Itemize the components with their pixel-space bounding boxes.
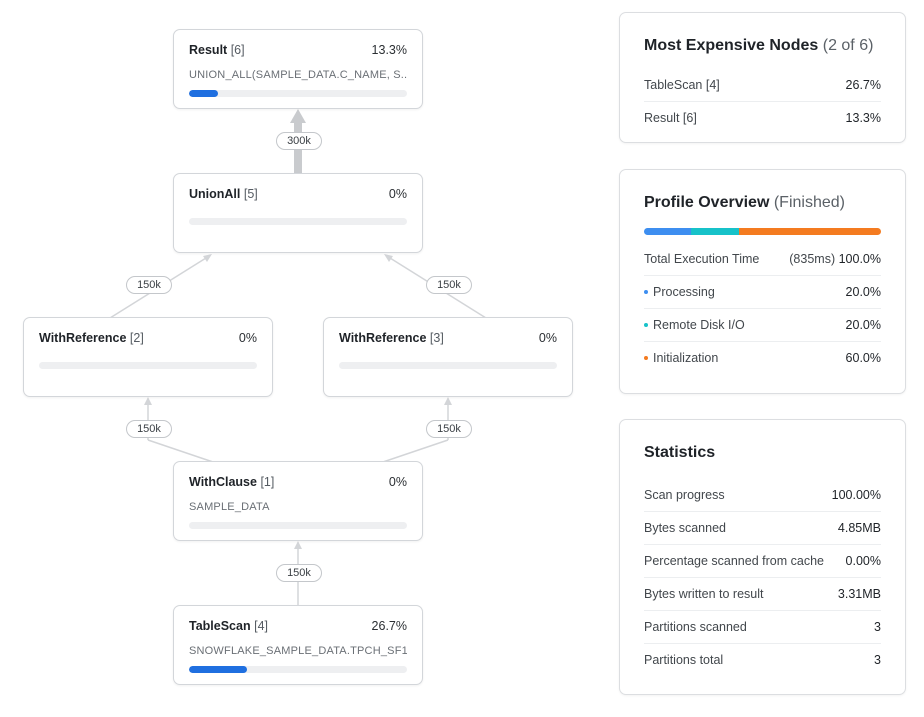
statistics-list: Scan progress 100.00% Bytes scanned 4.85…: [644, 479, 881, 676]
row-label: Result [6]: [644, 111, 697, 125]
node-result[interactable]: Result [6] 13.3% UNION_ALL(SAMPLE_DATA.C…: [173, 29, 423, 109]
breakdown-segment: [644, 228, 692, 235]
row-value: 26.7%: [845, 78, 881, 92]
row-value: 3: [874, 620, 881, 634]
node-table-scan[interactable]: TableScan [4] 26.7% SNOWFLAKE_SAMPLE_DAT…: [173, 605, 423, 685]
node-percentage: 0%: [538, 331, 557, 345]
overview-row-initialization: Initialization 60.0%: [644, 342, 881, 374]
stat-row-bytes-scanned: Bytes scanned 4.85MB: [644, 512, 881, 545]
legend-dot-icon: [644, 355, 648, 360]
query-profile-graph[interactable]: Result [6] 13.3% UNION_ALL(SAMPLE_DATA.C…: [0, 0, 600, 717]
stat-row-percentage-from-cache: Percentage scanned from cache 0.00%: [644, 545, 881, 578]
panel-title: Most Expensive Nodes (2 of 6): [644, 37, 874, 54]
row-value: 4.85MB: [837, 521, 881, 535]
node-percentage: 13.3%: [371, 43, 407, 57]
node-title: WithReference [2]: [39, 331, 144, 345]
expensive-nodes-list: TableScan [4] 26.7% Result [6] 13.3%: [644, 69, 881, 134]
edge-arrowhead: [144, 397, 152, 405]
node-percentage: 26.7%: [371, 619, 407, 633]
row-label: Remote Disk I/O: [644, 318, 745, 332]
node-detail: SNOWFLAKE_SAMPLE_DATA.TPCH_SF1...: [189, 645, 407, 657]
node-progress-bar: [39, 362, 257, 369]
node-union-all[interactable]: UnionAll [5] 0%: [173, 173, 423, 253]
node-title: WithClause [1]: [189, 475, 275, 489]
stat-row-scan-progress: Scan progress 100.00%: [644, 479, 881, 512]
overview-row-processing: Processing 20.0%: [644, 276, 881, 309]
node-detail: UNION_ALL(SAMPLE_DATA.C_NAME, S...: [189, 69, 407, 81]
row-value: 3.31MB: [837, 587, 881, 601]
edge-row-count-label: 150k: [426, 420, 472, 438]
panel-title: Statistics: [644, 444, 716, 461]
node-progress-bar: [189, 666, 407, 673]
row-value: 20.0%: [845, 318, 881, 332]
node-detail: SAMPLE_DATA: [189, 501, 270, 513]
total-execution-time-row: Total Execution Time (835ms) 100.0%: [644, 243, 881, 276]
row-label: Scan progress: [644, 488, 725, 502]
row-value: (835ms) 100.0%: [789, 252, 881, 266]
stat-row-bytes-written: Bytes written to result 3.31MB: [644, 578, 881, 611]
node-with-clause[interactable]: WithClause [1] 0% SAMPLE_DATA: [173, 461, 423, 541]
stat-row-partitions-total: Partitions total 3: [644, 644, 881, 676]
edge-arrowhead: [444, 397, 452, 405]
row-label: Processing: [644, 285, 715, 299]
node-progress-bar: [339, 362, 557, 369]
row-label: Total Execution Time: [644, 252, 760, 266]
edge-row-count-label: 300k: [276, 132, 322, 150]
edge-clause-to-ref3-a: [382, 439, 449, 463]
node-title: WithReference [3]: [339, 331, 444, 345]
edge-row-count-label: 150k: [426, 276, 472, 294]
edge-arrowhead: [384, 254, 393, 262]
breakdown-segment: [691, 228, 739, 235]
row-value: 13.3%: [845, 111, 881, 125]
statistics-panel: Statistics Scan progress 100.00% Bytes s…: [619, 419, 906, 695]
edge-row-count-label: 150k: [276, 564, 322, 582]
most-expensive-nodes-panel: Most Expensive Nodes (2 of 6) TableScan …: [619, 12, 906, 143]
legend-dot-icon: [644, 322, 648, 327]
edge-clause-to-ref2-a: [147, 439, 214, 463]
legend-dot-icon: [644, 289, 648, 294]
edge-arrowhead: [203, 254, 212, 262]
edge-row-count-label: 150k: [126, 420, 172, 438]
panel-title: Profile Overview (Finished): [644, 194, 845, 211]
node-title: TableScan [4]: [189, 619, 268, 633]
node-progress-fill: [189, 666, 248, 673]
node-title: Result [6]: [189, 43, 245, 57]
profile-overview-panel: Profile Overview (Finished) Total Execut…: [619, 169, 906, 394]
row-label: Bytes written to result: [644, 587, 764, 601]
edge-row-count-label: 150k: [126, 276, 172, 294]
execution-time-breakdown-bar: [644, 228, 881, 235]
row-value: 100.00%: [831, 488, 881, 502]
row-label: Percentage scanned from cache: [644, 554, 824, 568]
row-label: Partitions total: [644, 653, 724, 667]
edge-arrowhead: [294, 541, 302, 549]
node-percentage: 0%: [388, 475, 407, 489]
row-value: 60.0%: [845, 351, 881, 365]
breakdown-segment: [738, 228, 881, 235]
row-value: 0.00%: [845, 554, 881, 568]
node-progress-bar: [189, 218, 407, 225]
row-label: Bytes scanned: [644, 521, 726, 535]
row-label: Initialization: [644, 351, 718, 365]
edge-arrowhead: [290, 109, 306, 123]
expensive-node-row[interactable]: Result [6] 13.3%: [644, 102, 881, 134]
row-value: 20.0%: [845, 285, 881, 299]
node-progress-fill: [189, 90, 218, 97]
row-value: 3: [874, 653, 881, 667]
stat-row-partitions-scanned: Partitions scanned 3: [644, 611, 881, 644]
node-progress-bar: [189, 90, 407, 97]
node-percentage: 0%: [388, 187, 407, 201]
row-label: Partitions scanned: [644, 620, 747, 634]
node-percentage: 0%: [238, 331, 257, 345]
row-label: TableScan [4]: [644, 78, 720, 92]
node-title: UnionAll [5]: [189, 187, 258, 201]
node-with-reference-2[interactable]: WithReference [2] 0%: [23, 317, 273, 397]
node-with-reference-3[interactable]: WithReference [3] 0%: [323, 317, 573, 397]
expensive-node-row[interactable]: TableScan [4] 26.7%: [644, 69, 881, 102]
node-progress-bar: [189, 522, 407, 529]
overview-row-remote-disk-io: Remote Disk I/O 20.0%: [644, 309, 881, 342]
